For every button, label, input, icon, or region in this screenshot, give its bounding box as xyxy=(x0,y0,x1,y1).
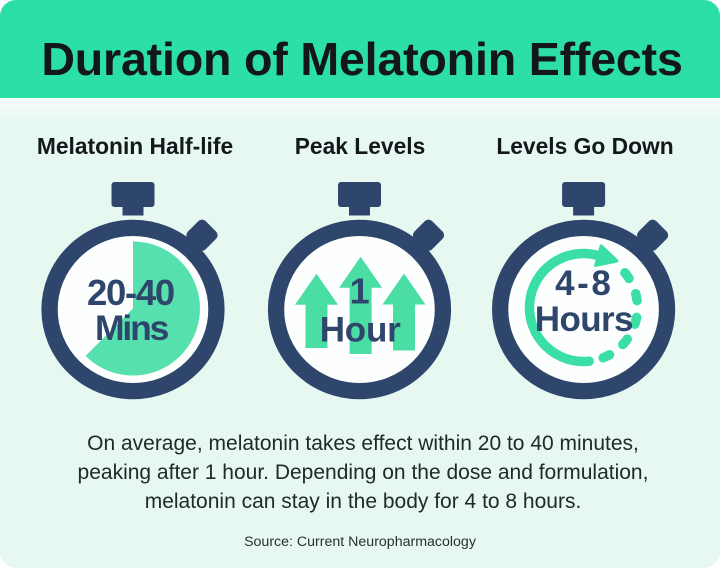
svg-text:4-8: 4-8 xyxy=(555,264,613,303)
svg-text:Hours: Hours xyxy=(535,300,633,339)
svg-text:20-40: 20-40 xyxy=(87,272,174,313)
svg-text:Mins: Mins xyxy=(95,308,169,348)
svg-text:Hour: Hour xyxy=(320,310,401,349)
svg-text:1: 1 xyxy=(350,271,370,312)
